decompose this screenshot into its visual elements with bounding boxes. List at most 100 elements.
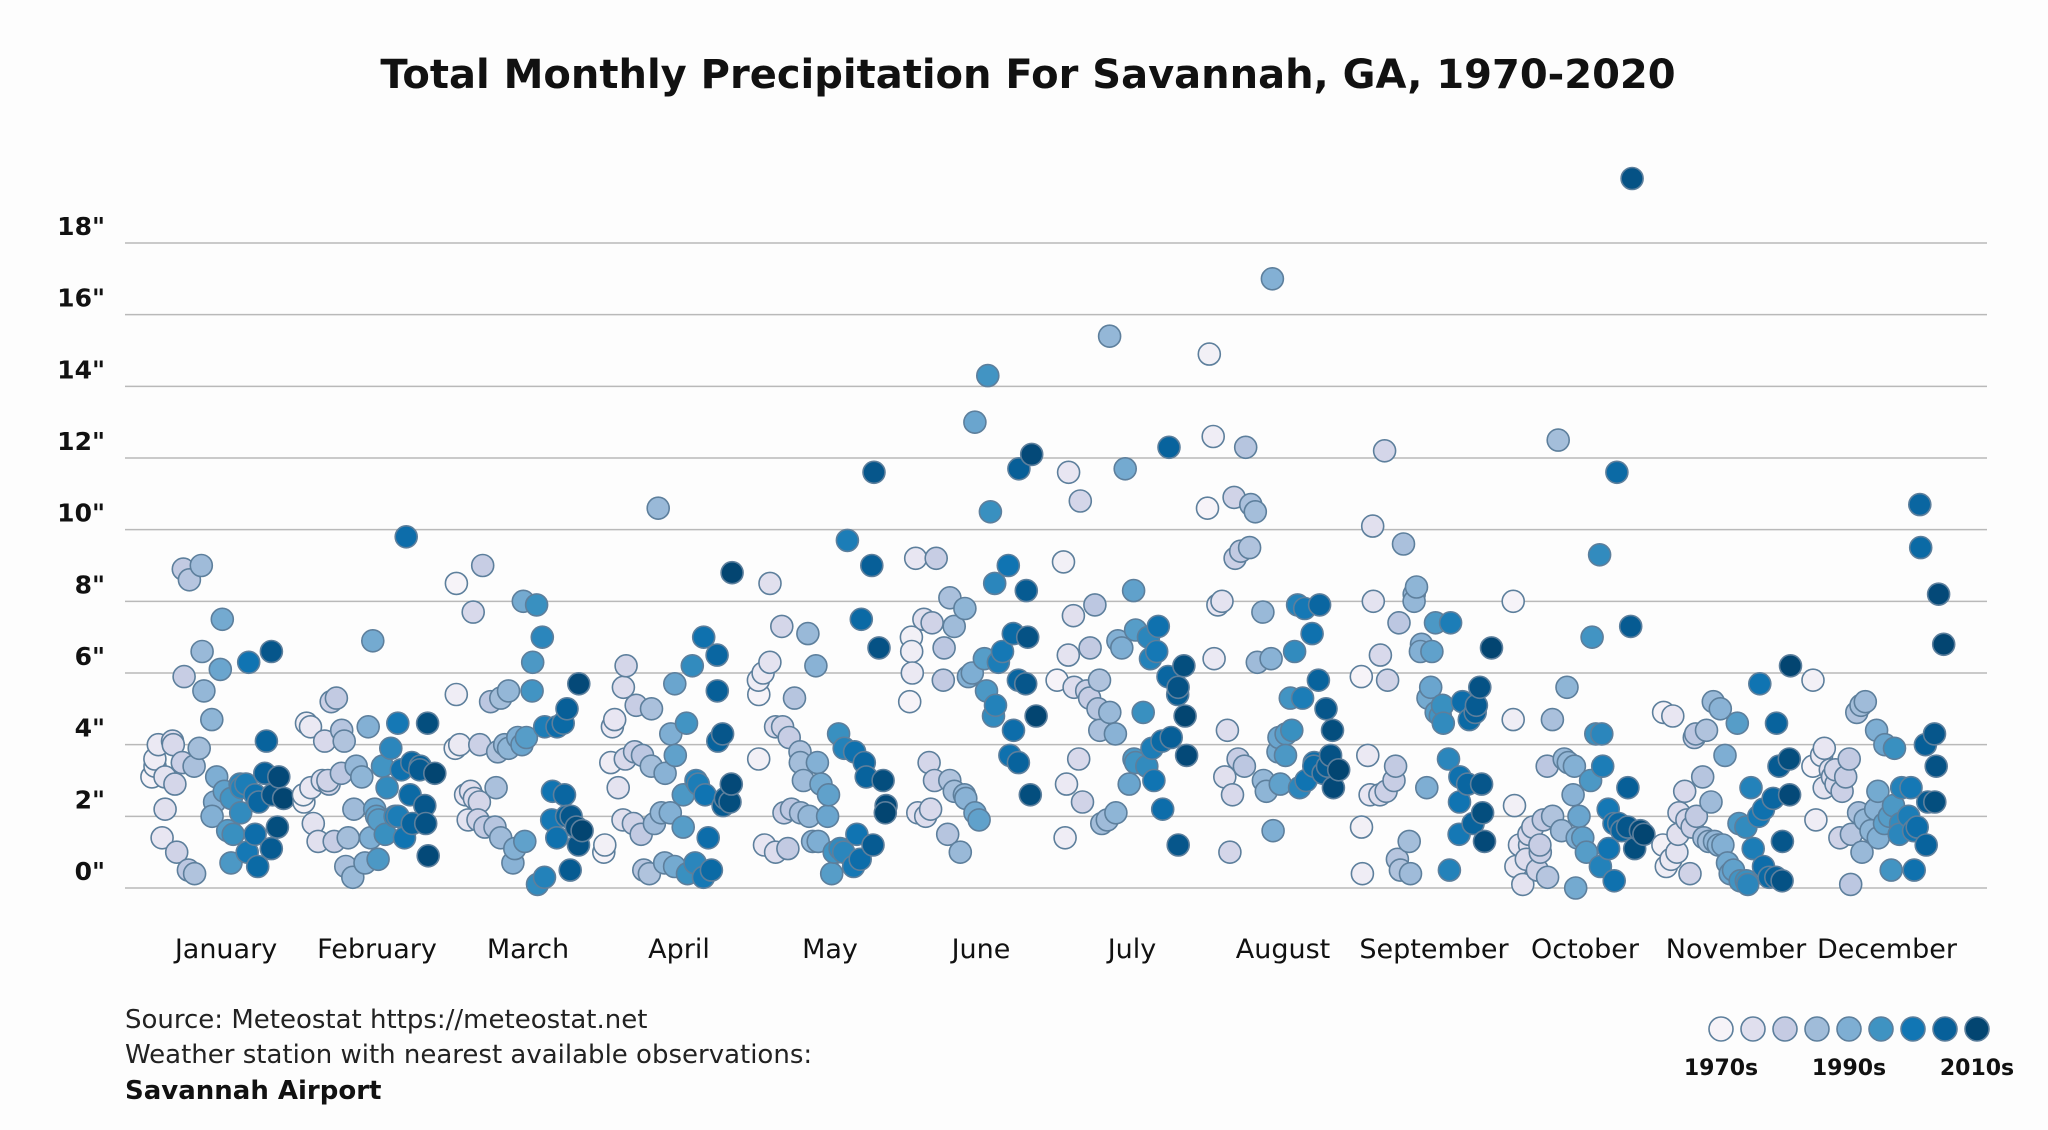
data-point [646,496,671,521]
data-point [1725,711,1750,736]
data-point [1470,800,1495,825]
data-point [1157,435,1181,460]
data-point [375,775,399,800]
data-point [366,847,390,872]
data-point [1166,833,1190,857]
data-point [782,686,807,710]
y-tick-label: 6" [75,642,105,671]
data-point [1770,868,1794,893]
data-point [1908,492,1932,517]
data-point [769,614,794,639]
data-point [1922,722,1947,746]
legend-swatch [1804,1016,1830,1042]
x-tick-label: March [487,934,569,965]
data-point [219,851,243,875]
data-point [1259,646,1283,671]
data-point [1397,829,1421,854]
data-point [153,797,177,822]
data-point [1528,833,1552,857]
data-point [1596,836,1621,861]
data-point [1306,668,1331,693]
data-point [1260,266,1285,291]
y-tick-label: 4" [75,714,105,743]
data-point [150,825,174,850]
data-point [1511,872,1535,897]
data-point [163,772,187,796]
data-point [1420,639,1444,664]
data-point [552,782,577,807]
data-point [680,653,705,678]
data-point [975,363,1000,388]
data-point [1061,603,1086,628]
data-point [1087,668,1112,693]
x-tick-label: February [317,934,437,965]
data-point [1672,779,1697,804]
data-point [804,653,828,678]
data-point [555,696,579,721]
data-point [1098,700,1122,725]
x-tick-label: October [1531,934,1640,965]
data-point [1562,754,1587,779]
data-point [1210,589,1234,614]
data-point [859,553,884,578]
data-point [1237,535,1262,560]
data-point [1926,582,1951,607]
data-point [696,825,721,850]
data-point [1501,707,1525,732]
data-point [932,636,956,660]
data-point [1053,825,1077,850]
data-point [1360,514,1385,538]
data-point [867,636,891,660]
data-point [720,560,744,585]
data-point [1561,782,1585,807]
x-tick-label: July [1106,934,1157,965]
data-point [1837,747,1861,771]
data-point [758,650,782,675]
data-point [602,707,627,732]
data-point [566,671,591,696]
data-point [1535,865,1560,890]
data-point [1218,840,1242,865]
y-tick-label: 10" [57,499,105,528]
data-point [1540,707,1565,732]
data-point [1006,750,1031,775]
data-point [1233,435,1258,460]
x-tick-label: January [173,934,277,965]
data-point [514,725,539,750]
data-point [1398,861,1423,886]
data-point [1801,668,1825,693]
data-point [512,829,537,854]
data-point [899,639,924,664]
y-tick-label: 16" [57,284,105,313]
data-point [422,761,447,786]
data-point [996,553,1021,578]
data-point [189,553,214,578]
data-point [208,657,233,682]
data-point [849,607,874,632]
data-point [873,800,898,825]
y-tick-label: 2" [75,785,105,814]
data-point [1661,704,1685,728]
data-point [1220,782,1245,807]
data-point [461,600,486,624]
data-point [1436,747,1461,771]
data-point [931,668,956,693]
legend-swatch [1836,1016,1862,1042]
data-point [298,714,323,739]
legend-label: 1970s [1684,1056,1758,1081]
data-point [1300,621,1324,646]
data-point [1056,643,1081,667]
legend: 1970s 1990s 2010s [1684,1016,2014,1081]
data-point [845,822,869,847]
data-point [1166,675,1190,700]
data-point [1804,808,1828,832]
legend-swatch [1772,1016,1798,1042]
data-point [1502,793,1527,818]
data-point [1713,743,1737,768]
data-point [1273,743,1298,768]
data-point [861,833,885,857]
data-point [1437,858,1462,882]
data-point [614,653,638,678]
data-point [1173,704,1197,728]
